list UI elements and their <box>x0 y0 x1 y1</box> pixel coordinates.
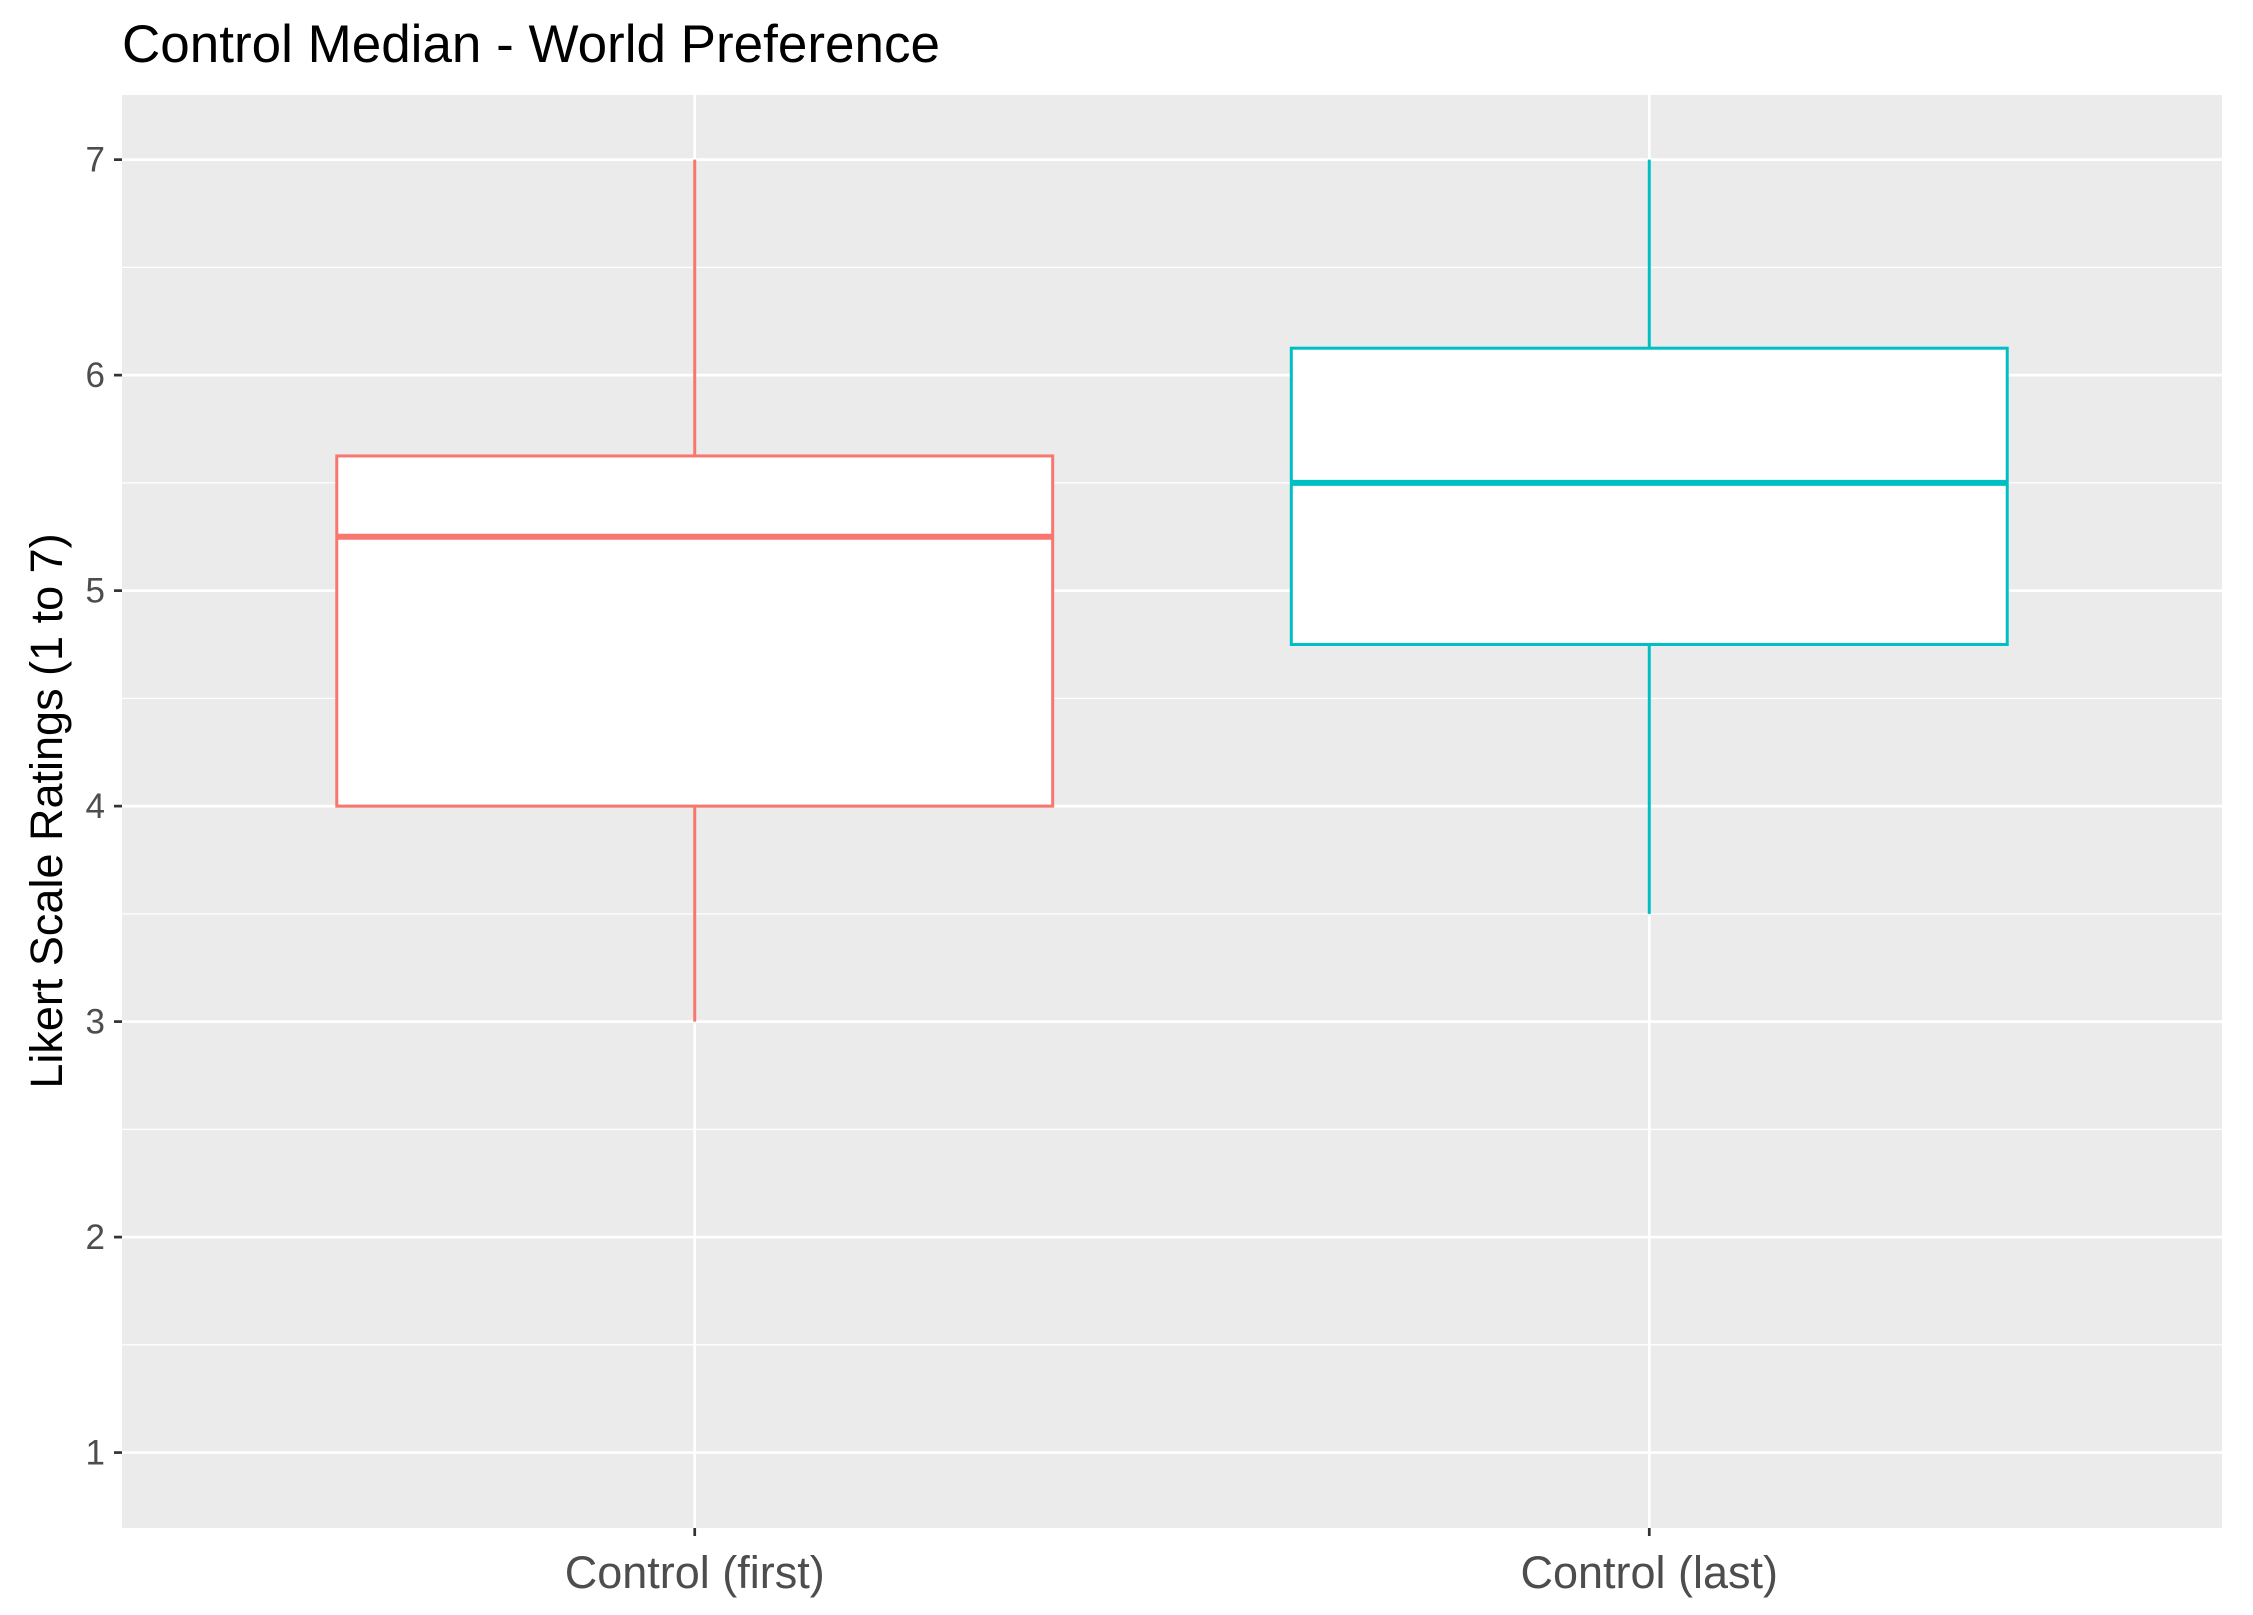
y-tick-label: 2 <box>86 1218 105 1257</box>
y-axis-label: Likert Scale Ratings (1 to 7) <box>21 533 72 1088</box>
plot-panel <box>122 95 2222 1528</box>
y-tick-label: 1 <box>86 1434 105 1473</box>
boxplot-control-last <box>1289 159 2009 914</box>
boxplot-control-first <box>335 159 1055 1022</box>
y-tick-label: 7 <box>86 141 105 180</box>
y-tick-label: 4 <box>86 787 105 826</box>
x-tick-label: Control (first) <box>565 1547 825 1598</box>
chart-title: Control Median - World Preference <box>122 15 940 74</box>
box-iqr <box>1289 346 2009 646</box>
x-tick-label: Control (last) <box>1520 1547 1778 1598</box>
box-series <box>335 159 2009 1022</box>
y-tick-label: 3 <box>86 1003 105 1042</box>
x-axis: Control (first) Control (last) <box>565 1528 1778 1598</box>
y-tick-label: 5 <box>86 572 105 611</box>
y-tick-label: 6 <box>86 356 105 395</box>
y-axis: 1 2 3 4 5 6 7 <box>86 141 122 1473</box>
box-iqr <box>335 454 1055 808</box>
